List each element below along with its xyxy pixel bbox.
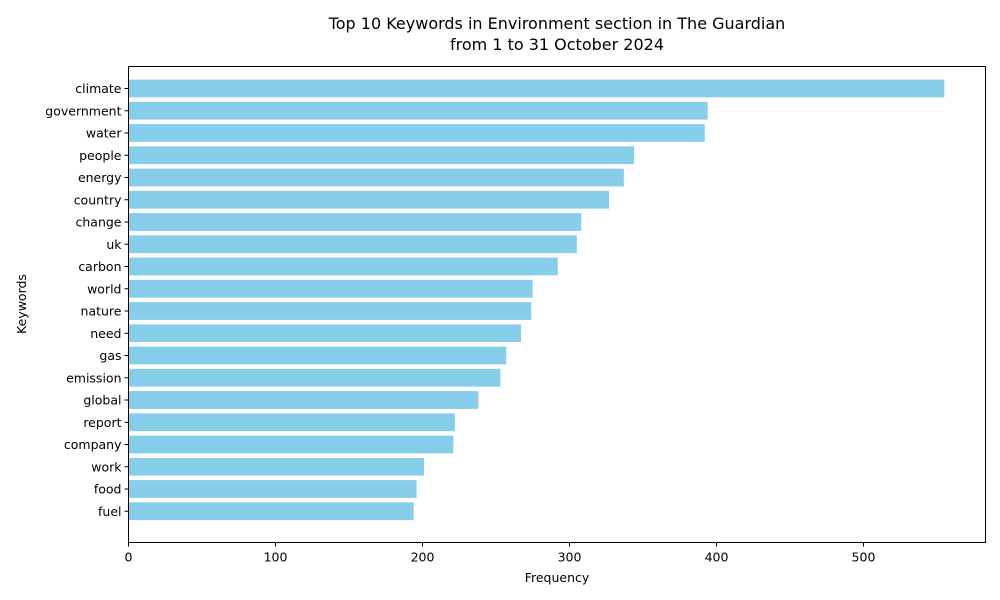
y-tick-label-government: government	[45, 103, 121, 118]
y-tick-label-gas: gas	[99, 348, 121, 363]
bar-food	[128, 480, 417, 498]
chart-title: Top 10 Keywords in Environment section i…	[328, 14, 786, 33]
x-tick-label-500: 500	[852, 550, 876, 565]
y-tick-label-energy: energy	[78, 170, 122, 185]
y-tick-label-water: water	[86, 126, 122, 141]
bar-carbon	[128, 257, 558, 276]
bars-group	[128, 79, 945, 521]
bar-country	[128, 190, 610, 209]
x-tick-label-300: 300	[558, 550, 582, 565]
bar-uk	[128, 235, 577, 254]
bar-energy	[128, 168, 624, 187]
y-tick-label-food: food	[94, 482, 122, 497]
bar-government	[128, 101, 708, 120]
bar-change	[128, 213, 582, 231]
bar-work	[128, 457, 424, 476]
chart-subtitle: from 1 to 31 October 2024	[450, 35, 664, 54]
y-tick-label-people: people	[79, 148, 122, 163]
y-tick-label-report: report	[83, 415, 121, 430]
bar-emission	[128, 368, 501, 387]
y-tick-label-global: global	[83, 393, 121, 408]
y-tick-label-climate: climate	[75, 81, 122, 96]
y-tick-label-uk: uk	[106, 237, 122, 252]
y-tick-label-country: country	[74, 192, 122, 207]
bar-climate	[128, 79, 945, 98]
x-tick-label-100: 100	[264, 550, 288, 565]
y-tick-label-company: company	[64, 437, 122, 452]
y-tick-label-fuel: fuel	[98, 504, 122, 519]
x-tick-label-200: 200	[411, 550, 435, 565]
y-tick-label-change: change	[75, 215, 121, 230]
x-tick-label-0: 0	[125, 550, 133, 565]
bar-report	[128, 413, 455, 432]
y-tick-label-work: work	[91, 459, 122, 474]
bar-world	[128, 279, 533, 298]
y-tick-label-carbon: carbon	[78, 259, 121, 274]
bar-need	[128, 324, 521, 343]
x-axis-ticks: 0 100 200 300 400 500	[125, 542, 876, 565]
bar-people	[128, 146, 635, 165]
bar-water	[128, 124, 705, 142]
plot-frame	[128, 66, 986, 543]
y-axis-ticks: climate government water people energy countr…	[45, 81, 129, 519]
y-tick-label-need: need	[90, 326, 121, 341]
y-tick-label-world: world	[87, 281, 121, 296]
bar-global	[128, 391, 479, 409]
bar-gas	[128, 346, 507, 365]
bar-nature	[128, 302, 532, 320]
y-axis-label: Keywords	[14, 274, 29, 334]
bar-fuel	[128, 502, 414, 521]
y-tick-label-emission: emission	[66, 370, 121, 385]
x-tick-label-400: 400	[705, 550, 729, 565]
bar-company	[128, 435, 454, 454]
x-axis-label: Frequency	[525, 570, 590, 585]
y-tick-label-nature: nature	[81, 304, 122, 319]
